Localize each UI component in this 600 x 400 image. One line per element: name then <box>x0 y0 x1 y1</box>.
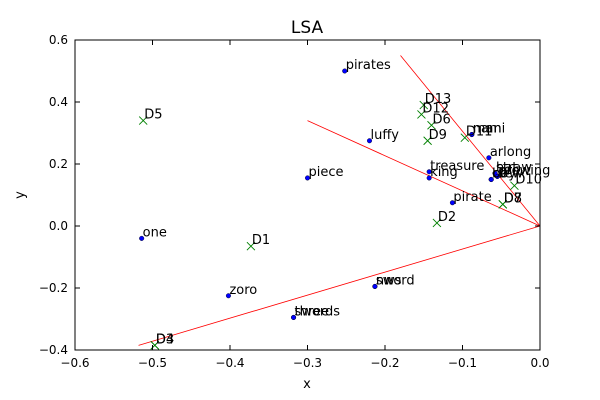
term-point <box>469 132 475 138</box>
term-label: king <box>430 165 458 180</box>
doc-marker <box>419 100 429 110</box>
y-tick-label: 0.2 <box>49 157 68 171</box>
term-point <box>449 200 455 206</box>
term-label: luffy <box>371 128 400 143</box>
term-point <box>305 175 311 181</box>
y-tick-label: −0.2 <box>39 281 68 295</box>
term-point <box>225 293 231 299</box>
doc-marker <box>498 199 508 209</box>
doc-label: D2 <box>438 210 456 225</box>
doc-label: D7 <box>504 191 522 206</box>
term-label: crew <box>492 167 523 182</box>
x-tick-label: −0.3 <box>293 356 322 370</box>
doc-label: D9 <box>429 128 447 143</box>
doc-label: D12 <box>422 101 449 116</box>
term-point <box>488 176 494 182</box>
doc-label: D13 <box>425 92 452 107</box>
term-label: man <box>473 122 502 137</box>
projection-line <box>138 225 541 346</box>
doc-label: D8 <box>504 191 522 206</box>
term-point <box>426 175 432 181</box>
doc-label: D10 <box>515 173 542 188</box>
term-label: treasure <box>430 159 484 174</box>
x-tick-label: −0.2 <box>370 356 399 370</box>
doc-label: D6 <box>433 112 451 127</box>
x-tick-label: −0.6 <box>60 356 89 370</box>
term-point <box>139 235 145 241</box>
term-point <box>342 68 348 74</box>
x-tick-label: −0.1 <box>448 356 477 370</box>
doc-marker <box>432 218 442 228</box>
term-label: sword <box>376 273 415 288</box>
term-point <box>291 314 297 320</box>
doc-marker <box>460 133 470 142</box>
term-point <box>426 169 432 175</box>
doc-marker <box>423 136 432 146</box>
term-point <box>486 155 492 161</box>
term-label: one <box>143 225 167 240</box>
term-label: arlong <box>490 145 531 160</box>
term-label: piece <box>309 165 344 180</box>
term-point <box>372 283 378 289</box>
doc-label: D11 <box>466 125 493 140</box>
doc-label: D4 <box>156 332 174 347</box>
doc-marker <box>138 116 148 125</box>
doc-marker <box>417 110 426 119</box>
document-markers <box>138 100 519 350</box>
x-tick-label: −0.4 <box>215 356 244 370</box>
doc-label: D3 <box>156 332 174 347</box>
doc-label: D5 <box>144 108 162 123</box>
x-axis-ticks: −0.6 −0.5 −0.4 −0.3 −0.2 −0.1 0.0 <box>60 40 550 370</box>
term-label: nws <box>376 273 402 288</box>
term-label: swords <box>295 304 341 319</box>
x-tick-label: −0.5 <box>138 356 167 370</box>
term-label: growing <box>498 163 550 178</box>
projection-line <box>400 55 541 227</box>
y-axis-label: y <box>13 191 28 199</box>
doc-marker <box>427 120 436 130</box>
y-tick-label: 0.4 <box>49 95 68 109</box>
term-label: three <box>295 304 329 319</box>
y-tick-label: 0.6 <box>49 33 68 47</box>
term-label: pirates <box>346 58 391 73</box>
term-label: hat <box>496 160 517 175</box>
x-tick-label: 0.0 <box>530 356 549 370</box>
doc-marker <box>510 181 519 191</box>
doc-marker <box>246 241 256 251</box>
x-axis-label: x <box>303 377 311 392</box>
projection-lines <box>138 55 541 346</box>
term-label: pirate <box>453 190 491 205</box>
term-point <box>367 138 373 144</box>
projection-line <box>307 120 541 227</box>
term-label: boy <box>492 167 516 182</box>
doc-label: D1 <box>252 233 270 248</box>
chart-title: LSA <box>291 18 324 38</box>
term-points <box>139 68 500 320</box>
term-label: nami <box>473 122 505 137</box>
y-tick-label: 0.0 <box>49 219 68 233</box>
term-label: prow <box>498 163 530 178</box>
y-tick-label: −0.4 <box>39 343 68 357</box>
y-axis-ticks: −0.4 −0.2 0.0 0.2 0.4 0.6 <box>39 33 540 357</box>
term-label: zoro <box>229 283 257 298</box>
term-point <box>494 173 500 179</box>
term-label: straw <box>496 160 532 175</box>
